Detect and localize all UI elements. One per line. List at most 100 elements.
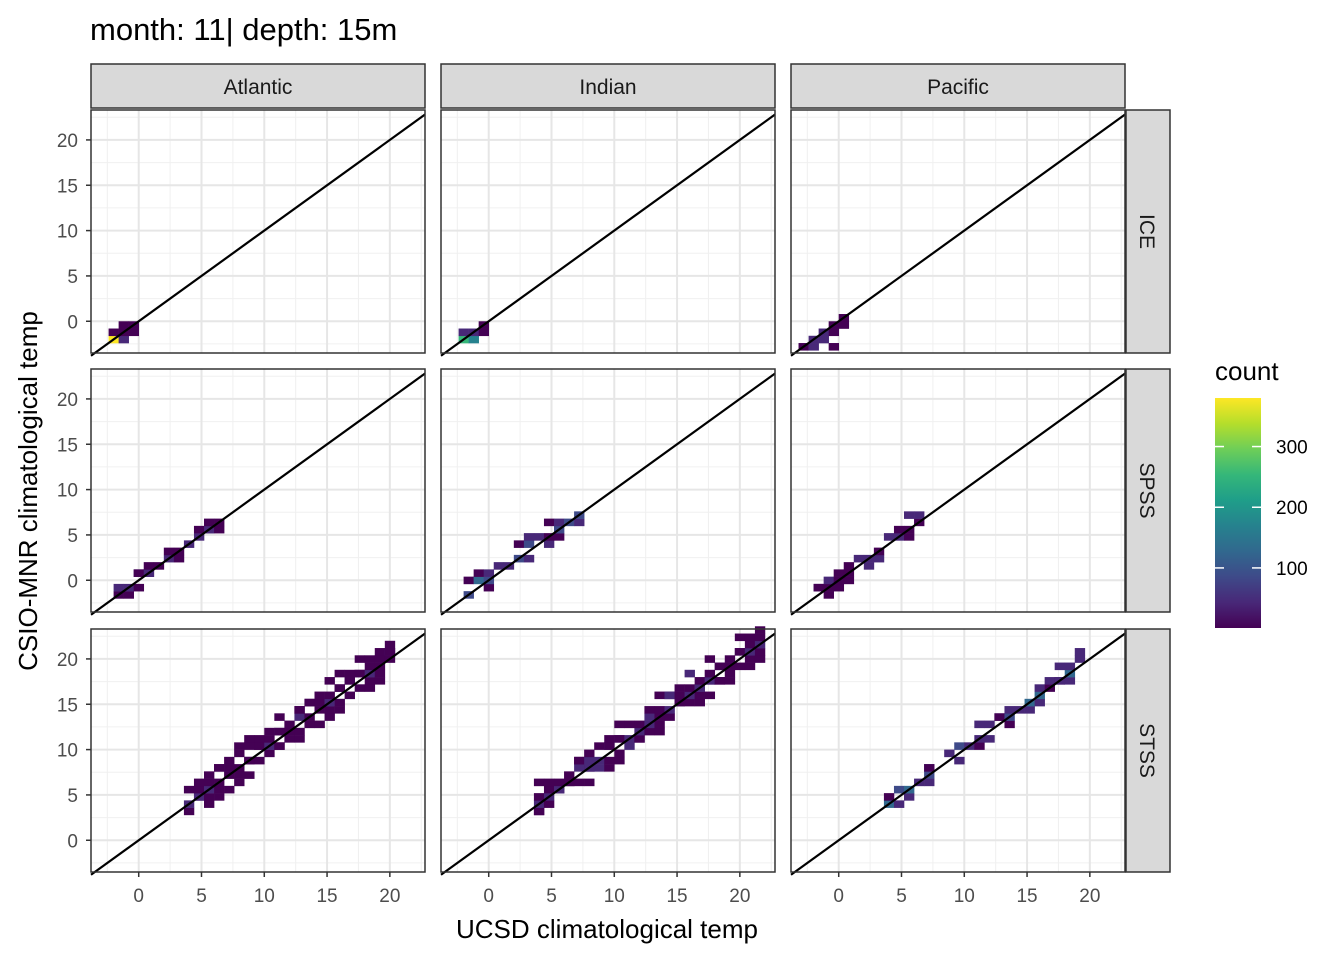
strip-label: Atlantic — [224, 76, 293, 99]
bin-cell — [294, 727, 305, 736]
y-tick-label: 20 — [57, 131, 78, 152]
bin-cell — [523, 533, 535, 541]
panel-pacific-spss — [790, 368, 1126, 616]
bin-cell — [334, 669, 345, 678]
bin-cell — [644, 713, 655, 721]
bin-cell — [224, 764, 235, 772]
bin-cell — [994, 713, 1005, 721]
bin-cell — [808, 343, 819, 351]
bin-cell — [704, 691, 716, 700]
colorbar-label: 200 — [1276, 498, 1308, 519]
bin-cell — [674, 691, 685, 700]
bin-cell — [614, 720, 625, 729]
bin-cell — [314, 720, 325, 729]
panel-border — [440, 368, 776, 613]
bin-cell — [614, 756, 625, 765]
y-tick-label: 5 — [67, 267, 78, 288]
y-tick-label: 10 — [57, 741, 78, 762]
colorbar-label: 300 — [1276, 438, 1308, 459]
bin-cell — [364, 662, 376, 671]
bin-cell — [644, 727, 655, 736]
bin-cell — [828, 343, 840, 351]
bin-cell — [594, 764, 605, 772]
bin-cell — [1024, 706, 1035, 714]
bin-cell — [483, 569, 495, 577]
bin-cell — [254, 735, 265, 743]
bin-cell — [1064, 677, 1076, 685]
bin-cell — [193, 785, 205, 794]
bin-cell — [123, 591, 134, 599]
bin-cell — [974, 720, 985, 729]
bin-cell — [234, 771, 245, 779]
bin-cell — [183, 807, 195, 816]
bin-cell — [954, 742, 965, 750]
panel-atlantic-stss: 0 5 10 15 20 0 5 10 15 20 — [57, 628, 426, 907]
bin-cell — [204, 778, 215, 787]
bin-cell — [704, 655, 716, 663]
strip-pacific: Pacific — [790, 63, 1126, 109]
bin-cell — [214, 764, 225, 772]
bin-cell — [244, 742, 255, 750]
facet-grid: 0 5 10 15 20 0 5 10 15 20 0 5 10 15 20 0 5 10 15 20 0 5 10 15 20… — [57, 63, 1171, 907]
bin-cell — [473, 569, 484, 577]
bin-cell — [724, 669, 736, 678]
bin-cell — [274, 742, 285, 750]
bin-cell — [984, 735, 995, 743]
bin-cell — [694, 691, 705, 700]
bin-cell — [234, 778, 245, 787]
bin-cell — [904, 511, 915, 519]
panel-border — [90, 109, 426, 354]
bin-cell — [833, 583, 845, 592]
bin-cell — [513, 540, 525, 548]
bin-cell — [334, 698, 345, 707]
bin-cell — [324, 691, 335, 700]
bin-cell — [463, 576, 474, 585]
identity-line — [440, 113, 776, 357]
bin-cell — [754, 633, 766, 642]
colorbar — [1215, 398, 1261, 628]
strip-label: SPSS — [1135, 462, 1158, 518]
strip-stss: STSS — [1125, 628, 1171, 873]
x-tick-label: 20 — [379, 886, 400, 907]
bin-cell — [374, 677, 386, 685]
bin-cell — [254, 756, 265, 765]
bin-cell — [674, 684, 685, 692]
bin-cell — [543, 785, 555, 794]
bin-cell — [843, 562, 855, 570]
bin-cell — [294, 706, 305, 714]
bin-cell — [244, 735, 255, 743]
strip-label: ICE — [1135, 214, 1158, 249]
bin-cell — [183, 785, 195, 794]
bin-cell — [954, 756, 965, 765]
y-axis-title: CSIO-MNR climatological temp — [13, 311, 43, 671]
bin-cell — [533, 793, 545, 801]
bin-cell — [904, 793, 915, 801]
y-tick-label: 0 — [67, 571, 78, 592]
bin-cell — [1004, 720, 1015, 729]
bin-cell — [893, 525, 905, 534]
strip-background — [90, 63, 426, 109]
bin-cell — [744, 633, 756, 642]
bin-cell — [554, 778, 565, 787]
gridlines — [91, 629, 425, 872]
bin-cell — [334, 706, 345, 714]
bin-cell — [654, 706, 665, 714]
bin-cell — [873, 554, 885, 563]
identity-line — [790, 113, 1126, 357]
identity-line — [90, 372, 426, 616]
identity-line — [440, 372, 776, 616]
gridlines — [441, 110, 775, 353]
strip-label: Pacific — [927, 76, 989, 99]
bin-cell — [843, 576, 855, 585]
bin-cell — [813, 583, 824, 592]
identity-line — [790, 372, 1126, 616]
panel-border — [440, 628, 776, 873]
panel-border — [90, 628, 426, 873]
bin-cell — [344, 691, 355, 700]
bin-cell — [204, 793, 215, 801]
panel-border — [790, 368, 1126, 613]
bin-cell — [344, 677, 355, 685]
panel-pacific-ice — [790, 109, 1126, 357]
bin-cell — [264, 727, 275, 736]
bin-cell — [468, 335, 479, 344]
